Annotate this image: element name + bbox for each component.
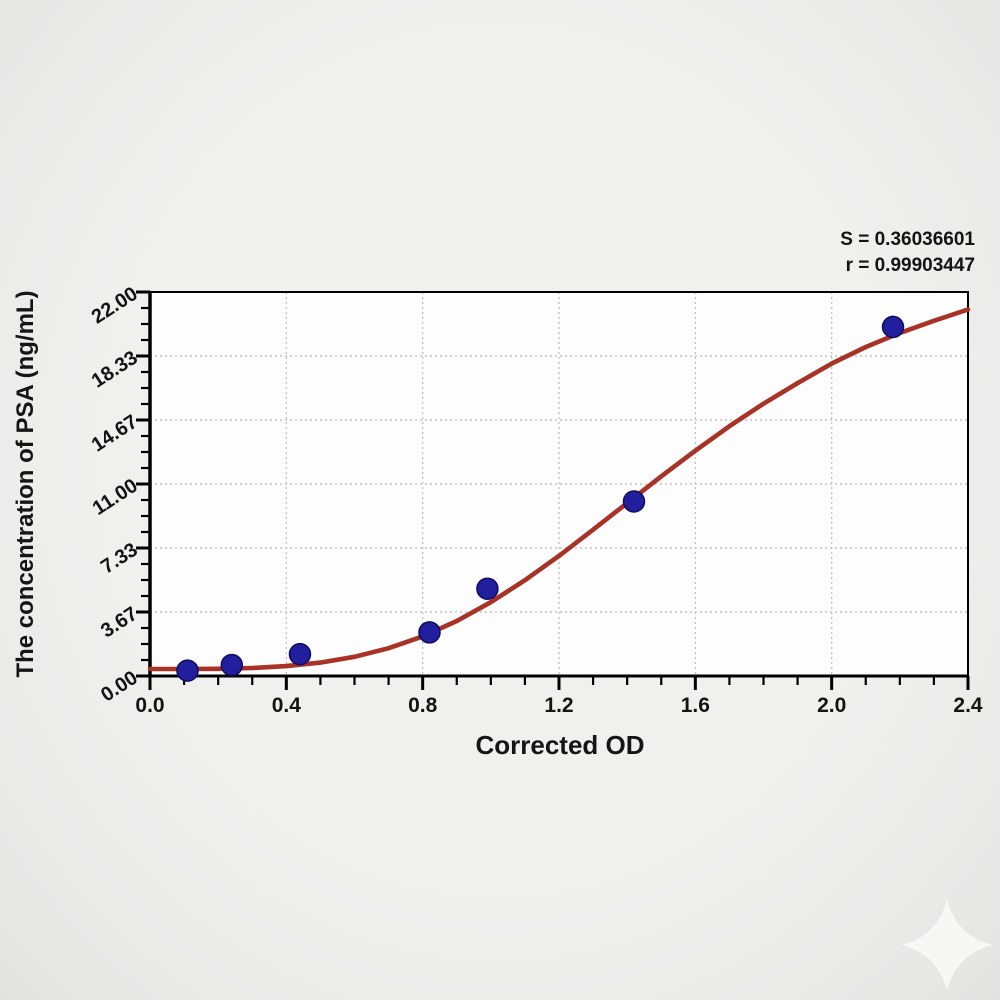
fit-curve <box>147 307 971 672</box>
x-tick-label: 1.6 <box>681 694 710 717</box>
data-point <box>881 315 905 339</box>
y-tick-label: 3.67 <box>97 603 142 643</box>
data-point <box>418 621 441 644</box>
x-tick-label: 2.4 <box>953 694 983 717</box>
x-tick-label: 2.0 <box>817 694 846 717</box>
y-tick-label: 18.33 <box>88 347 142 393</box>
data-point <box>288 642 312 666</box>
data-point <box>476 577 499 600</box>
y-tick-label: 11.00 <box>89 475 142 520</box>
x-tick-label: 0.0 <box>135 694 164 717</box>
y-axis-title: The concentration of PSA (ng/mL) <box>12 290 39 677</box>
data-point <box>622 490 646 513</box>
x-axis-title: Corrected OD <box>475 730 644 760</box>
x-tick-label: 1.2 <box>544 694 573 717</box>
annotation-s-value: S = 0.36036601 <box>840 229 975 250</box>
annotation-r-value: r = 0.99903447 <box>846 255 975 276</box>
x-tick-label: 0.8 <box>408 694 438 717</box>
watermark-star-icon <box>901 899 993 991</box>
x-tick-label: 0.4 <box>272 694 302 717</box>
y-tick-label: 7.33 <box>97 539 142 579</box>
y-tick-label: 22.00 <box>88 283 142 329</box>
data-point <box>176 659 199 682</box>
y-tick-label: 14.67 <box>88 411 142 457</box>
data-point <box>220 653 244 677</box>
